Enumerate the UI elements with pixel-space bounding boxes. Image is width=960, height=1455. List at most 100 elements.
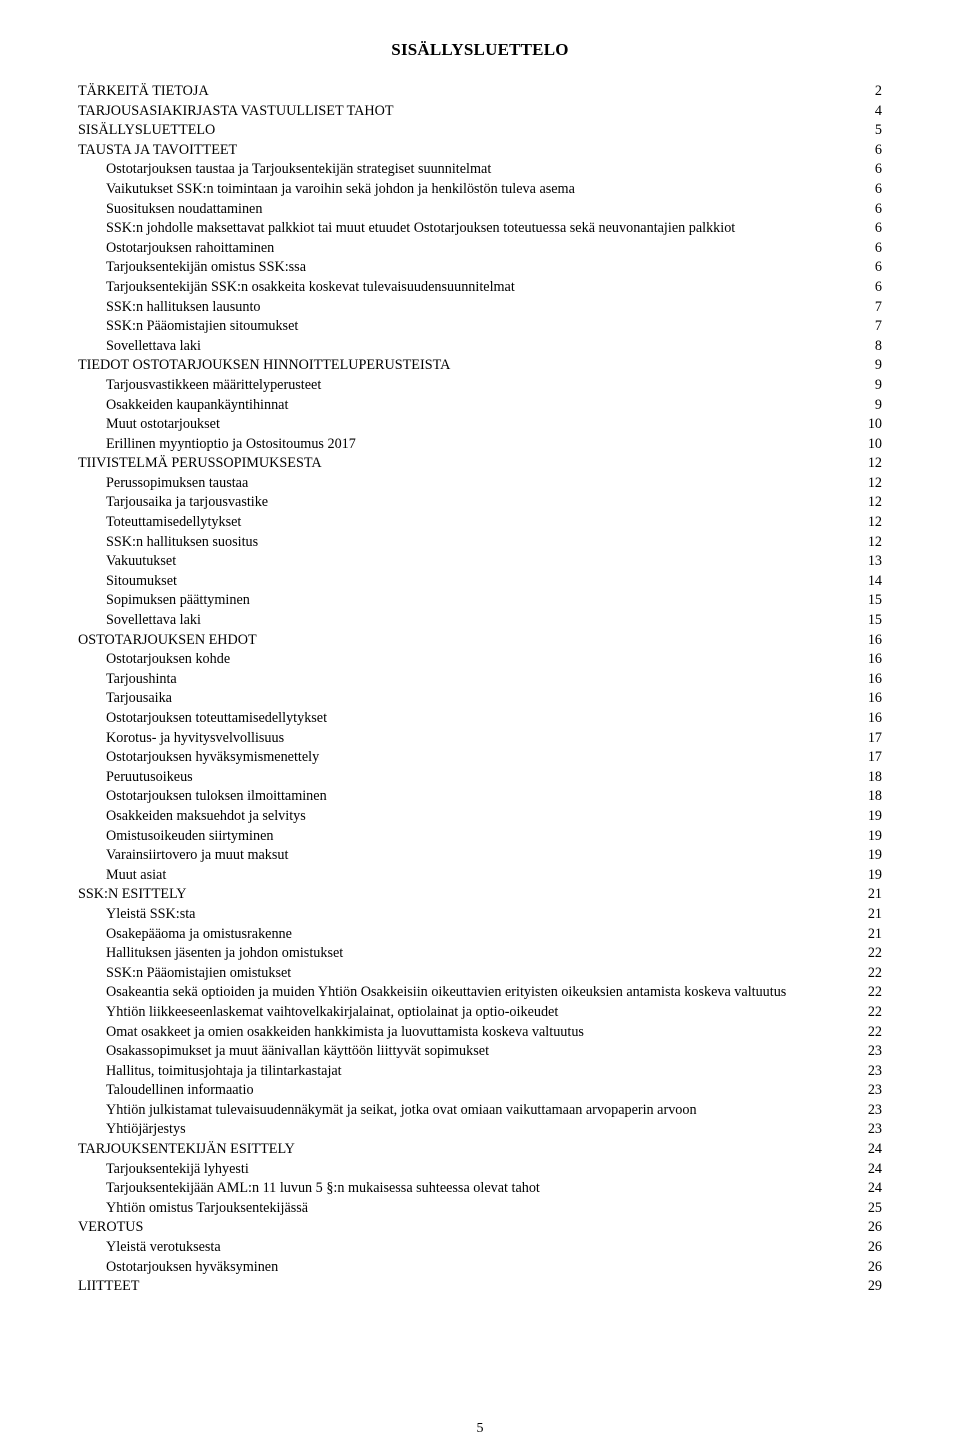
toc-entry: Hallitus, toimitusjohtaja ja tilintarkas…	[78, 1062, 882, 1082]
toc-entry: Sovellettava laki8	[78, 337, 882, 357]
toc-entry-label: Perussopimuksen taustaa	[106, 474, 248, 494]
toc-entry: Suosituksen noudattaminen6	[78, 200, 882, 220]
toc-entry: Osakkeiden maksuehdot ja selvitys19	[78, 807, 882, 827]
toc-entry-label: Vakuutukset	[106, 552, 176, 572]
toc-entry: SSK:n hallituksen suositus12	[78, 533, 882, 553]
toc-entry-page: 6	[873, 239, 882, 259]
toc-entry: Taloudellinen informaatio 23	[78, 1081, 882, 1101]
toc-entry: OSTOTARJOUKSEN EHDOT16	[78, 631, 882, 651]
table-of-contents: TÄRKEITÄ TIETOJA2TARJOUSASIAKIRJASTA VAS…	[78, 82, 882, 1297]
toc-entry-label: Osakkeiden kaupankäyntihinnat	[106, 396, 288, 416]
toc-entry-page: 19	[866, 846, 882, 866]
toc-entry: SSK:n Pääomistajien omistukset 22	[78, 964, 882, 984]
toc-entry-label: TIEDOT OSTOTARJOUKSEN HINNOITTELUPERUSTE…	[78, 356, 450, 376]
toc-entry-page: 26	[866, 1238, 882, 1258]
toc-entry-page: 24	[866, 1179, 882, 1199]
toc-entry-label: TAUSTA JA TAVOITTEET	[78, 141, 237, 161]
toc-entry-page: 6	[873, 200, 882, 220]
toc-entry-label: Omistusoikeuden siirtyminen	[106, 827, 273, 847]
toc-entry-label: SSK:n Pääomistajien sitoumukset	[106, 317, 298, 337]
toc-entry: Peruutusoikeus18	[78, 768, 882, 788]
toc-entry-page: 12	[866, 493, 882, 513]
toc-entry-page: 23	[866, 1081, 882, 1101]
toc-entry-page: 18	[866, 787, 882, 807]
toc-entry-page: 6	[873, 278, 882, 298]
toc-entry: Tarjoushinta16	[78, 670, 882, 690]
toc-entry: Toteuttamisedellytykset12	[78, 513, 882, 533]
toc-entry-page: 9	[873, 356, 882, 376]
toc-entry: Ostotarjouksen kohde16	[78, 650, 882, 670]
toc-entry: SSK:n hallituksen lausunto7	[78, 298, 882, 318]
toc-entry-label: Ostotarjouksen toteuttamisedellytykset	[106, 709, 327, 729]
toc-entry-label: Osakassopimukset ja muut äänivallan käyt…	[106, 1042, 489, 1062]
toc-entry: Muut asiat19	[78, 866, 882, 886]
toc-entry-label: Taloudellinen informaatio	[106, 1081, 254, 1101]
document-page: SISÄLLYSLUETTELO TÄRKEITÄ TIETOJA2TARJOU…	[0, 0, 960, 1455]
toc-entry-label: Vaikutukset SSK:n toimintaan ja varoihin…	[106, 180, 575, 200]
toc-entry: Osakkeiden kaupankäyntihinnat9	[78, 396, 882, 416]
toc-entry: Ostotarjouksen hyväksyminen 26	[78, 1258, 882, 1278]
toc-entry-label: Yhtiön liikkeeseenlaskemat vaihtovelkaki…	[106, 1003, 558, 1023]
toc-entry-label: OSTOTARJOUKSEN EHDOT	[78, 631, 257, 651]
page-title: SISÄLLYSLUETTELO	[78, 40, 882, 60]
toc-entry-label: SSK:N ESITTELY	[78, 885, 187, 905]
toc-entry-page: 6	[873, 258, 882, 278]
toc-entry: SSK:n johdolle maksettavat palkkiot tai …	[78, 219, 882, 239]
toc-entry: VEROTUS26	[78, 1218, 882, 1238]
toc-entry-page: 25	[866, 1199, 882, 1219]
toc-entry-label: Ostotarjouksen rahoittaminen	[106, 239, 274, 259]
toc-entry-label: Hallituksen jäsenten ja johdon omistukse…	[106, 944, 343, 964]
toc-entry: Erillinen myyntioptio ja Ostositoumus 20…	[78, 435, 882, 455]
toc-entry-label: Ostotarjouksen hyväksymismenettely	[106, 748, 319, 768]
toc-entry: SSK:N ESITTELY21	[78, 885, 882, 905]
toc-entry-label: SISÄLLYSLUETTELO	[78, 121, 215, 141]
toc-entry: Ostotarjouksen taustaa ja Tarjouksenteki…	[78, 160, 882, 180]
toc-entry-label: Yhtiön julkistamat tulevaisuudennäkymät …	[106, 1101, 697, 1121]
toc-entry-label: Sovellettava laki	[106, 337, 201, 357]
toc-entry-page: 19	[866, 866, 882, 886]
toc-entry: Hallituksen jäsenten ja johdon omistukse…	[78, 944, 882, 964]
toc-entry-page: 16	[866, 670, 882, 690]
toc-entry: Tarjouksentekijän SSK:n osakkeita koskev…	[78, 278, 882, 298]
toc-entry-page: 9	[873, 376, 882, 396]
toc-entry-page: 23	[866, 1042, 882, 1062]
toc-entry-label: Muut ostotarjoukset	[106, 415, 220, 435]
toc-entry: Muut ostotarjoukset10	[78, 415, 882, 435]
toc-entry-page: 2	[873, 82, 882, 102]
toc-entry: Yhtiöjärjestys23	[78, 1120, 882, 1140]
toc-entry-label: Tarjouksentekijän omistus SSK:ssa	[106, 258, 306, 278]
toc-entry-page: 15	[866, 611, 882, 631]
toc-entry: Ostotarjouksen rahoittaminen 6	[78, 239, 882, 259]
toc-entry: Sovellettava laki 15	[78, 611, 882, 631]
toc-entry: Yhtiön liikkeeseenlaskemat vaihtovelkaki…	[78, 1003, 882, 1023]
toc-entry: Osakepääoma ja omistusrakenne21	[78, 925, 882, 945]
toc-entry-page: 26	[866, 1258, 882, 1278]
toc-entry: Tarjousvastikkeen määrittelyperusteet9	[78, 376, 882, 396]
toc-entry-page: 6	[873, 180, 882, 200]
toc-entry-page: 12	[866, 533, 882, 553]
toc-entry: Sopimuksen päättyminen15	[78, 591, 882, 611]
toc-entry: TAUSTA JA TAVOITTEET6	[78, 141, 882, 161]
toc-entry: Omat osakkeet ja omien osakkeiden hankki…	[78, 1023, 882, 1043]
toc-entry-page: 22	[866, 964, 882, 984]
toc-entry-label: Yhtiön omistus Tarjouksentekijässä	[106, 1199, 308, 1219]
toc-entry-label: Peruutusoikeus	[106, 768, 193, 788]
toc-entry-label: Hallitus, toimitusjohtaja ja tilintarkas…	[106, 1062, 342, 1082]
toc-entry: TIEDOT OSTOTARJOUKSEN HINNOITTELUPERUSTE…	[78, 356, 882, 376]
toc-entry-page: 17	[866, 748, 882, 768]
toc-entry-page: 6	[873, 160, 882, 180]
toc-entry: TARJOUSASIAKIRJASTA VASTUULLISET TAHOT4	[78, 102, 882, 122]
toc-entry-label: Sovellettava laki	[106, 611, 201, 631]
toc-entry-label: LIITTEET	[78, 1277, 139, 1297]
toc-entry-label: Ostotarjouksen hyväksyminen	[106, 1258, 278, 1278]
toc-entry-label: SSK:n Pääomistajien omistukset	[106, 964, 291, 984]
toc-entry-page: 24	[866, 1140, 882, 1160]
toc-entry-label: Tarjousaika	[106, 689, 172, 709]
toc-entry: Omistusoikeuden siirtyminen19	[78, 827, 882, 847]
toc-entry: Perussopimuksen taustaa12	[78, 474, 882, 494]
toc-entry: Tarjouksentekijän omistus SSK:ssa 6	[78, 258, 882, 278]
toc-entry: Tarjousaika ja tarjousvastike 12	[78, 493, 882, 513]
toc-entry-label: Tarjousaika ja tarjousvastike	[106, 493, 268, 513]
toc-entry-page: 21	[866, 925, 882, 945]
toc-entry: Vaikutukset SSK:n toimintaan ja varoihin…	[78, 180, 882, 200]
